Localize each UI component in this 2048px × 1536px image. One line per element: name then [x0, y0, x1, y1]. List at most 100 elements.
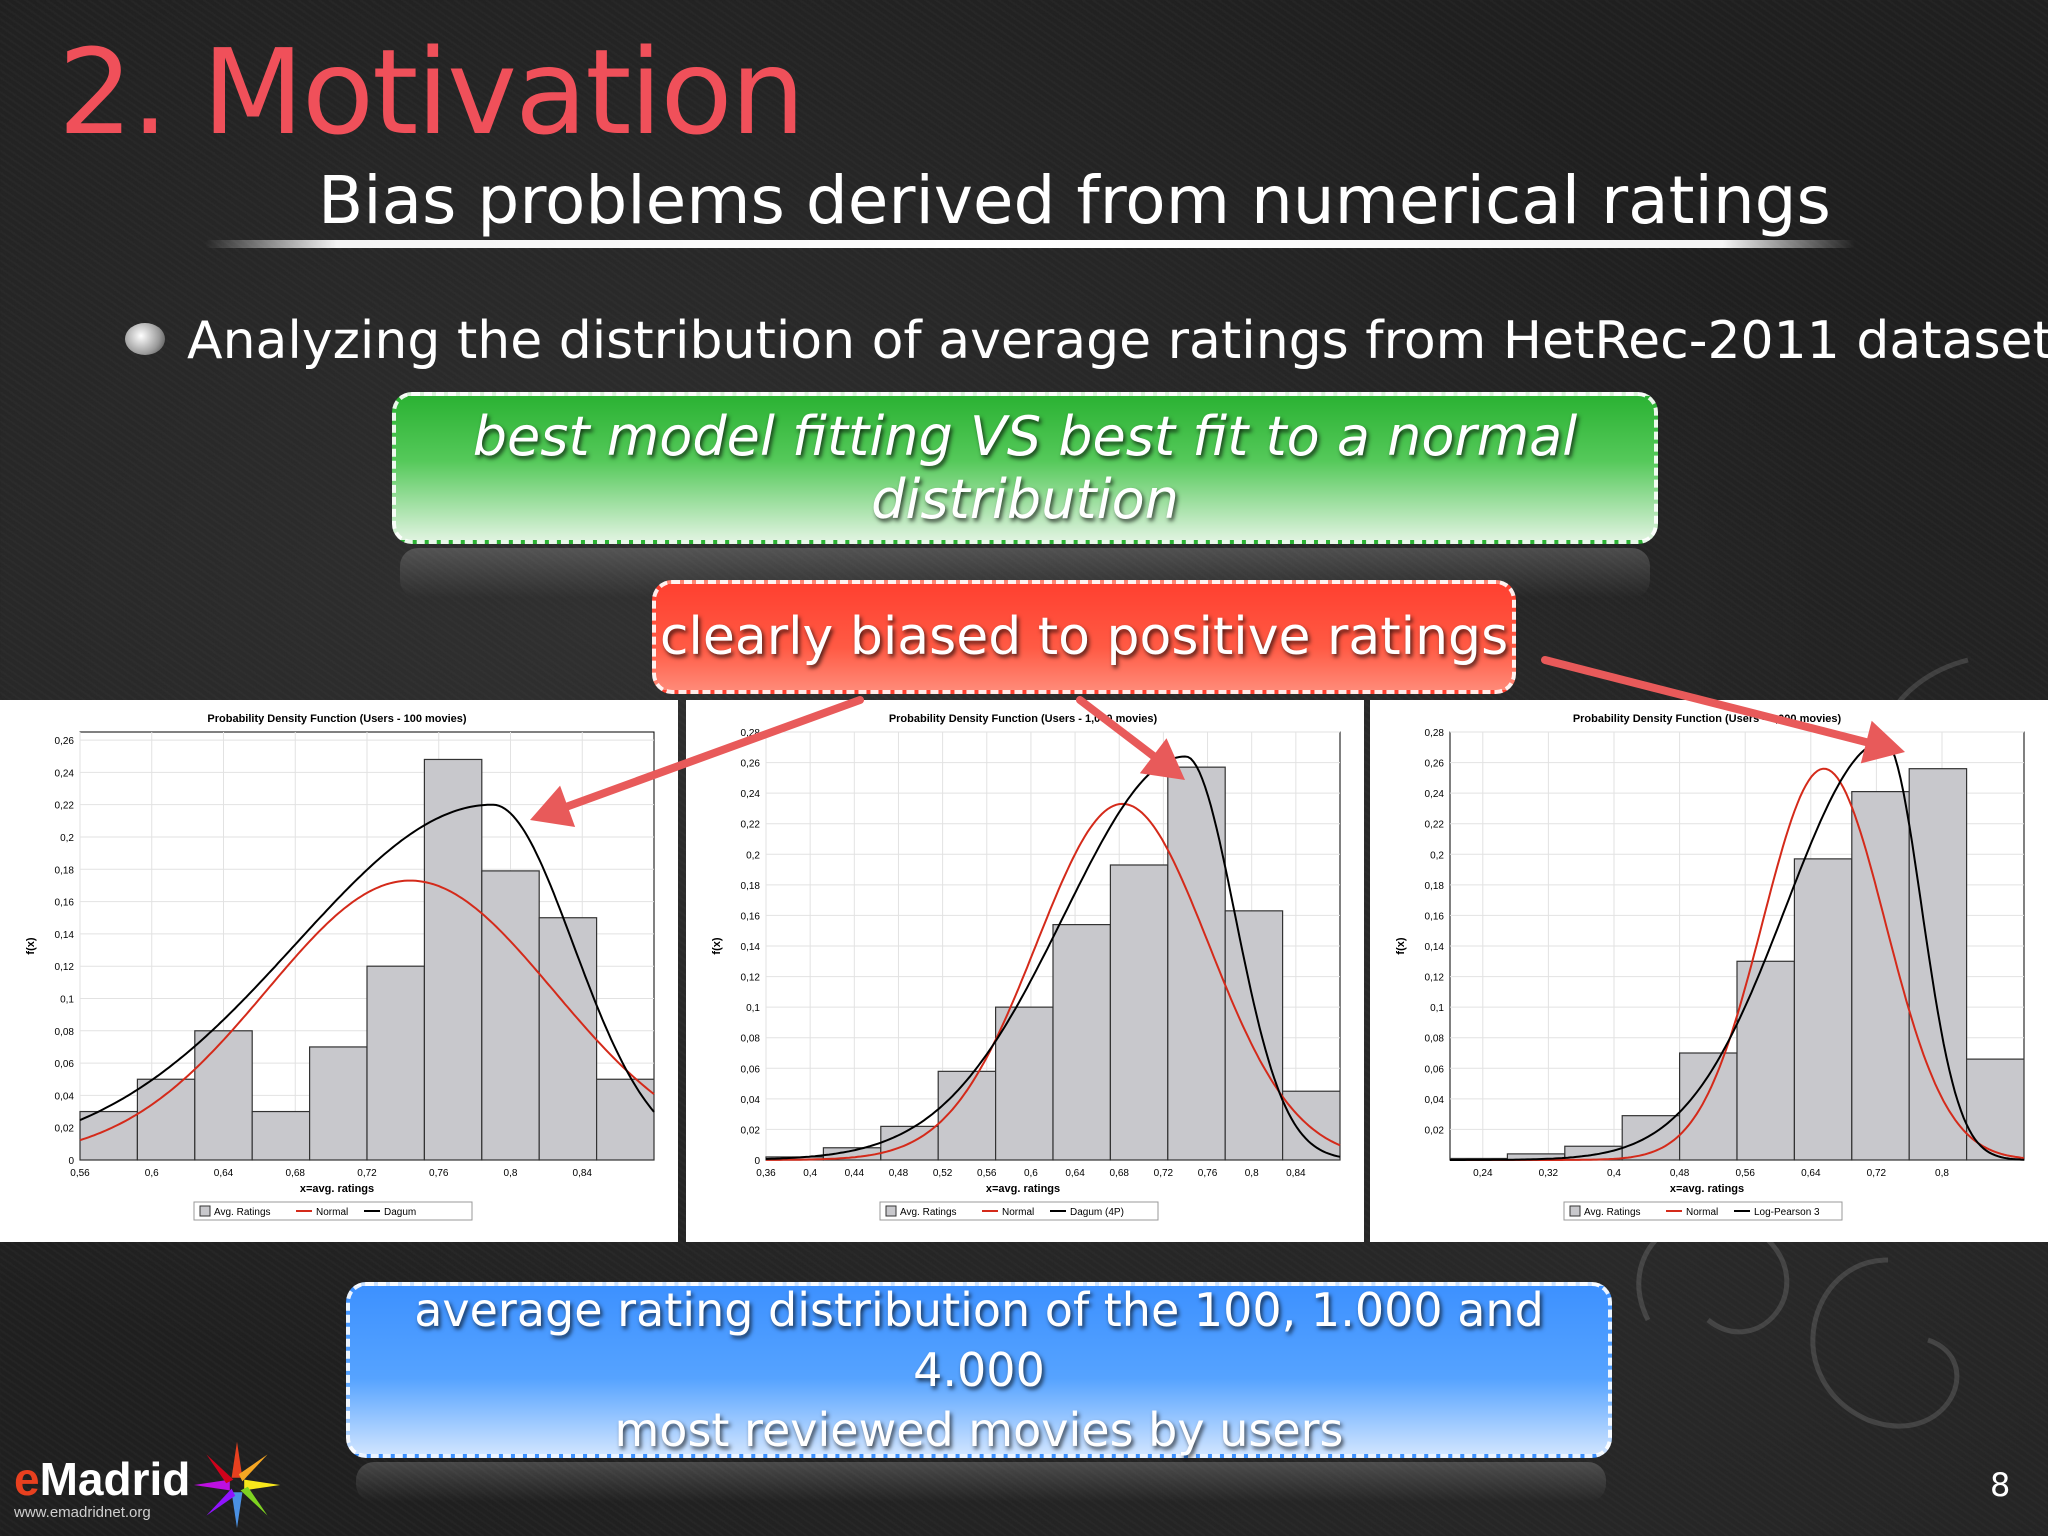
histogram-bar	[595, 1078, 655, 1161]
x-tick-label: 0,8	[1245, 1168, 1259, 1179]
y-tick-label: 0,12	[55, 962, 75, 973]
x-tick-label: 0,84	[1286, 1168, 1306, 1179]
y-tick-label: 0,02	[55, 1124, 75, 1135]
histogram-bar	[995, 1006, 1054, 1161]
logo-url: www.emadridnet.org	[14, 1504, 151, 1521]
normal-curve	[766, 802, 1341, 1161]
chart-svg: Probability Density Function (Users - 10…	[25, 713, 655, 1221]
blue-callout-reflection	[356, 1462, 1606, 1502]
y-tick-label: 0,06	[55, 1059, 75, 1070]
fit-curve	[79, 803, 655, 1122]
slide-subtitle: Bias problems derived from numerical rat…	[318, 162, 1831, 239]
y-tick-label: 0,02	[1425, 1125, 1445, 1136]
y-tick-label: 0,18	[55, 865, 75, 876]
y-tick-label: 0,24	[55, 768, 75, 779]
x-tick-label: 0,64	[214, 1168, 234, 1179]
y-tick-label: 0,12	[1425, 973, 1445, 984]
y-tick-label: 0,04	[1425, 1095, 1445, 1106]
chart-svg: Probability Density Function (Users - 1,…	[711, 713, 1341, 1221]
x-tick-label: 0,48	[889, 1168, 909, 1179]
histogram-bar	[423, 758, 483, 1161]
y-tick-label: 0,08	[55, 1027, 75, 1038]
emadrid-star-icon	[193, 1441, 281, 1529]
y-tick-label: 0,1	[1430, 1003, 1444, 1014]
x-tick-label: 0,8	[504, 1168, 518, 1179]
fit-curve	[1450, 740, 2025, 1161]
y-tick-label: 0,24	[1425, 789, 1445, 800]
x-tick-label: 0,4	[803, 1168, 817, 1179]
histogram-bar	[1109, 864, 1169, 1161]
y-tick-label: 0,08	[1425, 1034, 1445, 1045]
x-tick-label: 0,56	[977, 1168, 997, 1179]
y-axis-label: f(x)	[1395, 937, 1407, 954]
y-tick-label: 0,22	[1425, 820, 1445, 831]
histogram-bar	[538, 917, 598, 1161]
histogram-bar	[366, 965, 426, 1161]
y-tick-label: 0,16	[1425, 911, 1445, 922]
legend-label-bars: Avg. Ratings	[214, 1207, 271, 1218]
y-tick-label: 0,24	[741, 789, 761, 800]
chart-panel-100-movies: Probability Density Function (Users - 10…	[0, 700, 678, 1242]
y-tick-label: 0,2	[1430, 850, 1444, 861]
histogram-bar	[1281, 1090, 1341, 1161]
x-tick-label: 0,8	[1935, 1168, 1949, 1179]
x-tick-label: 0,72	[1154, 1168, 1174, 1179]
x-tick-label: 0,72	[357, 1168, 377, 1179]
histogram-bar	[1965, 1058, 2025, 1161]
legend-box	[879, 1201, 1159, 1221]
blue-callout: average rating distribution of the 100, …	[346, 1282, 1612, 1458]
y-tick-label: 0,22	[741, 820, 761, 831]
y-tick-label: 0,14	[55, 930, 75, 941]
histogram-bar	[1052, 924, 1112, 1161]
y-tick-label: 0,1	[60, 994, 74, 1005]
histogram-bar	[1851, 791, 1910, 1161]
chart-title: Probability Density Function (Users - 4,…	[1573, 713, 1842, 725]
x-tick-label: 0,76	[429, 1168, 449, 1179]
chart-panel-4000-movies: Probability Density Function (Users - 4,…	[1370, 700, 2048, 1242]
y-tick-label: 0,26	[741, 759, 761, 770]
chart-panel-1000-movies: Probability Density Function (Users - 1,…	[686, 700, 1364, 1242]
y-tick-label: 0,26	[1425, 759, 1445, 770]
eye-bullet-icon	[125, 323, 165, 355]
y-tick-label: 0,14	[1425, 942, 1445, 953]
legend-label-bars: Avg. Ratings	[900, 1207, 957, 1218]
normal-curve	[79, 879, 655, 1142]
green-callout: best model fitting VS best fit to a norm…	[392, 392, 1658, 544]
page-number: 8	[1990, 1466, 2011, 1504]
y-tick-label: 0,14	[741, 942, 761, 953]
legend-label-normal: Normal	[316, 1207, 348, 1218]
y-tick-label: 0,06	[1425, 1064, 1445, 1075]
y-tick-label: 0,08	[741, 1034, 761, 1045]
histogram-bar	[309, 1046, 368, 1161]
x-tick-label: 0,44	[845, 1168, 865, 1179]
legend-label-fit: Dagum (4P)	[1070, 1207, 1124, 1218]
emadrid-logo: eMadrid	[14, 1453, 191, 1505]
x-axis-label: x=avg. ratings	[300, 1183, 374, 1195]
legend-swatch-bars	[885, 1205, 897, 1217]
y-tick-label: 0,04	[741, 1095, 761, 1106]
x-tick-label: 0,52	[933, 1168, 953, 1179]
y-tick-label: 0,18	[741, 881, 761, 892]
green-callout-text: best model fitting VS best fit to a norm…	[472, 405, 1578, 531]
y-tick-label: 0,28	[1425, 728, 1445, 739]
x-tick-label: 0,68	[1109, 1168, 1129, 1179]
histogram-bar	[136, 1078, 196, 1161]
legend-label-normal: Normal	[1002, 1207, 1034, 1218]
y-tick-label: 0,26	[55, 736, 75, 747]
x-tick-label: 0,72	[1867, 1168, 1887, 1179]
red-callout-text: clearly biased to positive ratings	[659, 607, 1509, 667]
legend-swatch-bars	[199, 1205, 211, 1217]
x-tick-label: 0,48	[1670, 1168, 1690, 1179]
y-tick-label: 0,12	[741, 973, 761, 984]
y-tick-label: 0,04	[55, 1091, 75, 1102]
legend-box	[1563, 1201, 1843, 1221]
y-axis-label: f(x)	[25, 937, 37, 954]
histogram-bar	[1736, 960, 1796, 1161]
x-tick-label: 0,84	[573, 1168, 593, 1179]
y-tick-label: 0	[754, 1156, 760, 1167]
x-tick-label: 0,4	[1607, 1168, 1621, 1179]
legend-label-normal: Normal	[1686, 1207, 1718, 1218]
histogram-bar	[481, 870, 540, 1161]
x-axis-label: x=avg. ratings	[986, 1183, 1060, 1195]
legend-label-fit: Dagum	[384, 1207, 416, 1218]
